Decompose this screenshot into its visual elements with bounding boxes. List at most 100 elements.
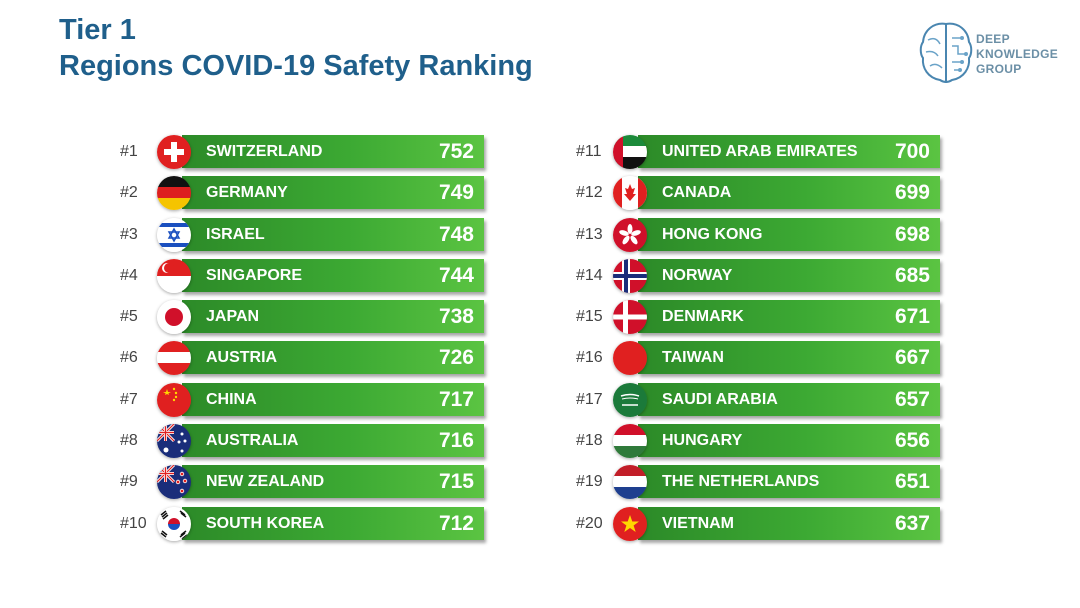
rank-label: #8 [120,432,138,450]
score-bar: SOUTH KOREA 712 [182,506,484,540]
score-bar: JAPAN 738 [182,300,484,334]
score-bar: GERMANY 749 [182,176,484,210]
country-name: SINGAPORE [206,266,303,284]
taiwan-flag-icon [613,341,647,376]
denmark-flag-icon [613,300,647,335]
score-bar: ISRAEL 748 [182,217,484,251]
country-name: TAIWAN [662,349,724,367]
country-score: 717 [438,387,474,411]
country-name: CHINA [206,390,257,408]
ranking-row: #20 VIETNAM 637 [576,506,976,541]
singapore-flag-icon [157,258,191,293]
country-score: 712 [438,511,474,535]
china-flag-icon [157,382,191,417]
rank-label: #13 [576,225,603,243]
new-zealand-flag-icon [157,465,191,500]
ranking-row: #13 HONG KONG 698 [576,217,976,252]
country-name: UNITED ARAB EMIRATES [662,143,858,160]
norway-flag-icon [613,258,647,293]
country-score: 656 [894,429,930,453]
title-block: Tier 1 Regions COVID-19 Safety Ranking [59,12,533,84]
country-score: 699 [894,181,930,205]
country-score: 651 [894,470,930,494]
logo-line-1: DEEP [976,32,1010,46]
rank-label: #18 [576,432,603,450]
ranking-row: #1 SWITZERLAND 752 [120,135,520,169]
rank-label: #11 [576,143,602,160]
country-name: THE NETHERLANDS [662,473,820,491]
rank-label: #19 [576,473,603,491]
canada-flag-icon [613,176,647,211]
switzerland-flag-icon [157,135,191,169]
country-score: 748 [438,222,474,246]
ranking-row: #12 CANADA 699 [576,176,976,211]
country-score: 685 [894,263,930,287]
score-bar: THE NETHERLANDS 651 [638,465,940,499]
score-bar: SWITZERLAND 752 [182,135,484,168]
austria-flag-icon [157,341,191,376]
rank-label: #7 [120,390,138,408]
vietnam-flag-icon [613,506,647,541]
country-score: 738 [438,305,474,329]
country-score: 700 [894,140,930,163]
country-name: NORWAY [662,266,733,284]
rank-label: #4 [120,266,138,284]
ranking-row: #6 AUSTRIA 726 [120,341,520,376]
country-score: 637 [894,511,930,535]
ranking-row: #7 CHINA 717 [120,382,520,417]
uae-flag-icon [613,135,647,169]
country-name: CANADA [662,184,732,202]
deep-knowledge-group-logo: DEEP KNOWLEDGE GROUP [918,20,1068,88]
logo-line-2: KNOWLEDGE [976,47,1059,61]
ranking-row: #19 THE NETHERLANDS 651 [576,465,976,500]
netherlands-flag-icon [613,465,647,500]
score-bar: NEW ZEALAND 715 [182,465,484,499]
score-bar: VIETNAM 637 [638,506,940,540]
country-name: GERMANY [206,184,288,202]
score-bar: AUSTRIA 726 [182,341,484,375]
logo-line-3: GROUP [976,62,1022,76]
score-bar: TAIWAN 667 [638,341,940,375]
rank-label: #14 [576,266,603,284]
ranking-row: #3 ISRAEL 748 [120,217,520,252]
logo-text: DEEP KNOWLEDGE GROUP [976,32,1058,77]
country-score: 726 [438,346,474,370]
page-title: Regions COVID-19 Safety Ranking [59,50,533,82]
country-name: DENMARK [662,308,744,326]
country-name: HUNGARY [662,432,743,450]
score-bar: HONG KONG 698 [638,217,940,251]
ranking-row: #8 AUSTRALIA 716 [120,424,520,459]
rank-label: #2 [120,184,138,202]
rank-label: #9 [120,473,138,491]
country-name: NEW ZEALAND [206,473,325,491]
country-score: 667 [894,346,930,370]
country-name: SAUDI ARABIA [662,390,778,408]
country-score: 744 [438,263,474,287]
ranking-row: #15 DENMARK 671 [576,300,976,335]
ranking-row: #11 UNITED ARAB EMIRATES 700 [576,135,976,169]
rank-label: #15 [576,308,603,326]
germany-flag-icon [157,176,191,211]
score-bar: DENMARK 671 [638,300,940,334]
country-name: ISRAEL [206,225,265,243]
ranking-row: #5 JAPAN 738 [120,300,520,335]
brain-circuit-icon [918,20,974,91]
japan-flag-icon [157,300,191,335]
country-score: 749 [438,181,474,205]
ranking-row: #4 SINGAPORE 744 [120,258,520,293]
country-name: SOUTH KOREA [206,514,325,532]
hong-kong-flag-icon [613,217,647,252]
israel-flag-icon [157,217,191,252]
score-bar: SAUDI ARABIA 657 [638,382,940,416]
ranking-row: #16 TAIWAN 667 [576,341,976,376]
country-score: 752 [438,140,474,163]
country-name: SWITZERLAND [206,143,323,160]
rank-label: #17 [576,390,603,408]
score-bar: UNITED ARAB EMIRATES 700 [638,135,940,168]
ranking-row: #10 SOUTH KOREA 712 [120,506,520,541]
country-score: 657 [894,387,930,411]
country-name: VIETNAM [662,514,734,532]
rank-label: #20 [576,514,603,532]
hungary-flag-icon [613,424,647,459]
rank-label: #12 [576,184,603,202]
